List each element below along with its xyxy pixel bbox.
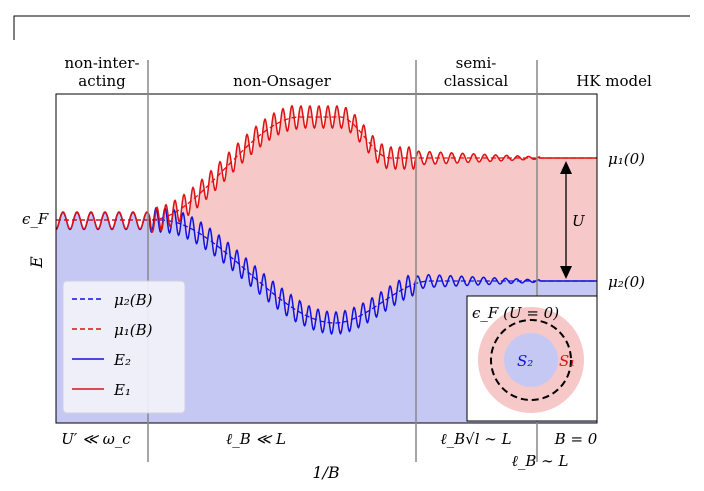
region-label-2: non-Onsager — [233, 72, 331, 90]
inset-title: ϵ_F (U = 0) — [472, 304, 559, 322]
bottom-label-4: B = 0 — [554, 430, 598, 448]
legend-label-e1: E₁ — [113, 381, 131, 399]
y-axis-label: E — [27, 256, 46, 269]
mu1-dashed-curve — [56, 116, 597, 221]
region-label-4: HK model — [576, 72, 652, 90]
u-arrow-down-icon — [560, 266, 572, 279]
bottom-label-3: ℓ_B√l ∼ L — [440, 430, 511, 448]
y-tick-eps-f: ϵ_F — [22, 210, 49, 228]
legend-label-e2: E₂ — [113, 351, 131, 369]
plot-frame — [55, 93, 598, 424]
inset-s1-label: S₁ — [559, 352, 575, 370]
e1-curve — [55, 104, 597, 234]
x-axis-label: 1/B — [312, 463, 340, 482]
region-label-3a: semi- — [456, 54, 497, 72]
legend-label-mu1: μ₁(B) — [114, 321, 153, 339]
region-label-3b: classical — [444, 72, 509, 90]
lower-band-fill — [56, 208, 597, 423]
inset-fermi-circle — [490, 319, 572, 401]
inset-s2-label: S₂ — [517, 352, 533, 370]
legend-box — [62, 280, 186, 414]
fermi-surface-inset: ϵ_F (U = 0) S₂ S₁ — [466, 295, 598, 422]
upper-band-fill — [56, 105, 597, 334]
mu1-zero-label: μ₁(0) — [608, 150, 645, 168]
bottom-label-1: U′ ≪ ω_c — [61, 430, 131, 448]
bottom-label-5: ℓ_B ∼ L — [512, 452, 569, 470]
u-arrow-up-icon — [560, 161, 572, 174]
inset-inner-disk — [504, 333, 558, 387]
u-label: U — [572, 212, 586, 230]
region-label-1b: acting — [78, 72, 126, 90]
frame-corner — [13, 15, 690, 40]
legend: μ₂(B) μ₁(B) E₂ E₁ — [62, 280, 186, 414]
region-label-1a: non-inter- — [64, 54, 139, 72]
legend-label-mu2: μ₂(B) — [114, 291, 153, 309]
mu2-zero-label: μ₂(0) — [608, 273, 645, 291]
bottom-label-2: ℓ_B ≪ L — [226, 430, 286, 448]
